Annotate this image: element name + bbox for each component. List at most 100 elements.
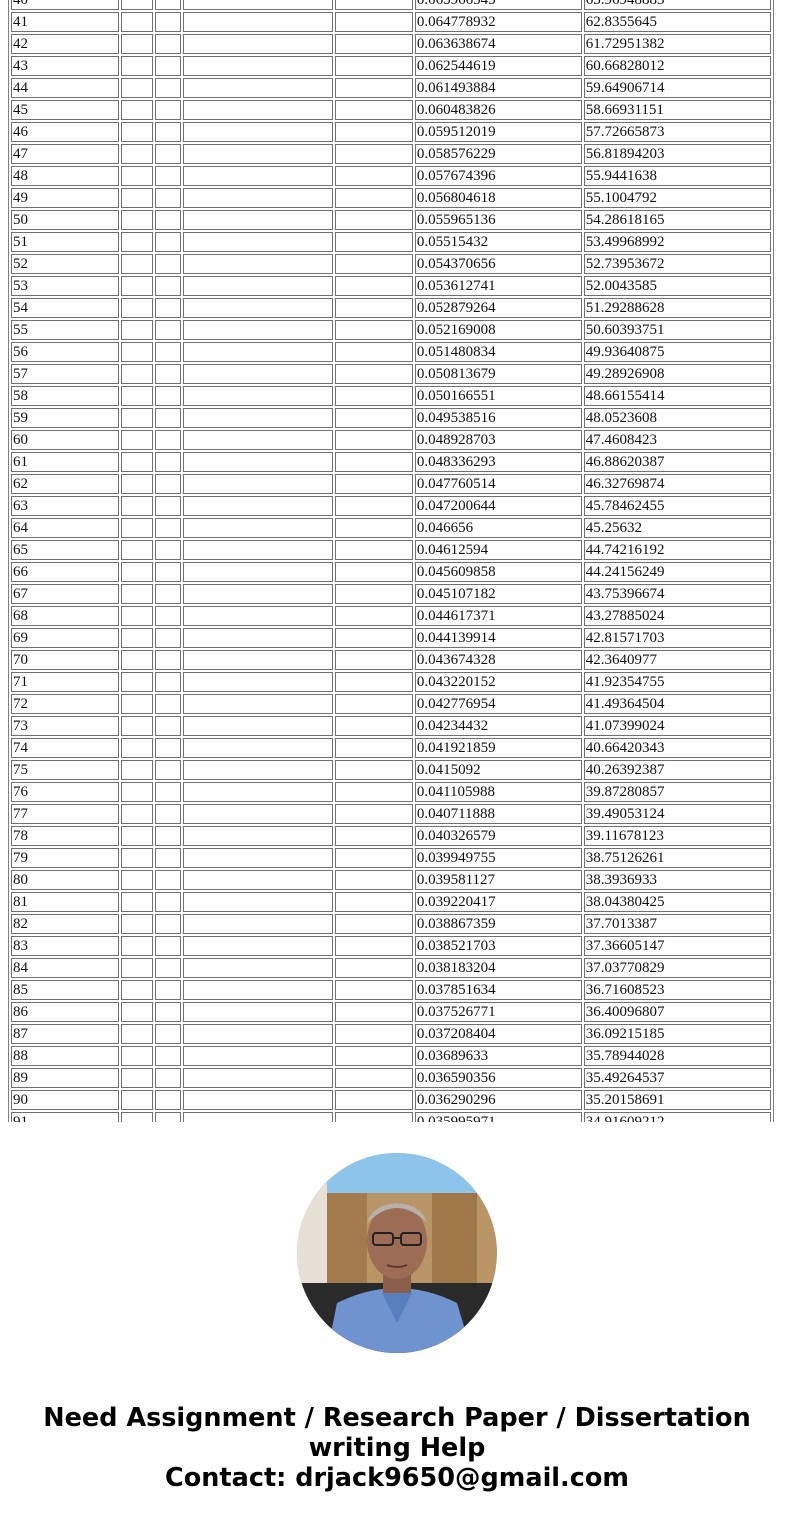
table-row: 68 0.044617371 43.27885024 — [11, 606, 771, 626]
empty-cell — [120, 606, 154, 626]
row-index-cell: 60 — [11, 430, 119, 450]
value-cell: 0.048336293 — [414, 452, 582, 472]
empty-cell — [335, 914, 413, 934]
empty-cell — [155, 562, 181, 582]
empty-cell — [335, 474, 413, 494]
percent-cell: 52.0043585 — [583, 276, 771, 296]
value-cell: 0.060483826 — [414, 100, 582, 120]
empty-cell — [335, 34, 413, 54]
percent-cell: 48.66155414 — [583, 386, 771, 406]
empty-cell — [120, 78, 154, 98]
empty-cell — [335, 716, 413, 736]
percent-cell: 62.8355645 — [583, 12, 771, 32]
percent-cell: 50.60393751 — [583, 320, 771, 340]
empty-cell — [182, 562, 334, 582]
value-cell: 0.036290296 — [414, 1090, 582, 1110]
empty-cell — [155, 430, 181, 450]
empty-cell — [182, 1090, 334, 1110]
row-index-cell: 80 — [11, 870, 119, 890]
empty-cell — [120, 232, 154, 252]
empty-cell — [155, 892, 181, 912]
empty-cell — [335, 584, 413, 604]
empty-cell — [182, 320, 334, 340]
empty-cell — [335, 1112, 413, 1122]
value-cell: 0.057674396 — [414, 166, 582, 186]
percent-cell: 52.73953672 — [583, 254, 771, 274]
row-index-cell: 64 — [11, 518, 119, 538]
row-index-cell: 66 — [11, 562, 119, 582]
empty-cell — [182, 760, 334, 780]
empty-cell — [335, 100, 413, 120]
empty-cell — [155, 826, 181, 846]
empty-cell — [182, 34, 334, 54]
table-row: 80 0.039581127 38.3936933 — [11, 870, 771, 890]
empty-cell — [182, 628, 334, 648]
percent-cell: 58.66931151 — [583, 100, 771, 120]
value-cell: 0.045609858 — [414, 562, 582, 582]
row-index-cell: 70 — [11, 650, 119, 670]
row-index-cell: 71 — [11, 672, 119, 692]
empty-cell — [335, 1068, 413, 1088]
value-cell: 0.03689633 — [414, 1046, 582, 1066]
empty-cell — [155, 0, 181, 10]
table-row: 52 0.054370656 52.73953672 — [11, 254, 771, 274]
row-index-cell: 55 — [11, 320, 119, 340]
empty-cell — [335, 606, 413, 626]
row-index-cell: 65 — [11, 540, 119, 560]
value-cell: 0.038867359 — [414, 914, 582, 934]
empty-cell — [182, 1002, 334, 1022]
value-cell: 0.041921859 — [414, 738, 582, 758]
empty-cell — [335, 870, 413, 890]
table-row: 84 0.038183204 37.03770829 — [11, 958, 771, 978]
empty-cell — [120, 936, 154, 956]
value-cell: 0.035995971 — [414, 1112, 582, 1122]
empty-cell — [335, 650, 413, 670]
percent-cell: 45.78462455 — [583, 496, 771, 516]
empty-cell — [155, 276, 181, 296]
banner-line-2: writing Help — [308, 1433, 486, 1463]
empty-cell — [120, 430, 154, 450]
empty-cell — [120, 122, 154, 142]
empty-cell — [120, 826, 154, 846]
empty-cell — [120, 408, 154, 428]
empty-cell — [182, 496, 334, 516]
empty-cell — [120, 738, 154, 758]
table-row: 51 0.05515432 53.49968992 — [11, 232, 771, 252]
percent-cell: 49.93640875 — [583, 342, 771, 362]
empty-cell — [182, 694, 334, 714]
empty-cell — [182, 0, 334, 10]
row-index-cell: 73 — [11, 716, 119, 736]
percent-cell: 63.96948883 — [583, 0, 771, 10]
empty-cell — [120, 0, 154, 10]
value-cell: 0.04234432 — [414, 716, 582, 736]
empty-cell — [335, 122, 413, 142]
empty-cell — [155, 628, 181, 648]
table-row: 69 0.044139914 42.81571703 — [11, 628, 771, 648]
percent-cell: 43.27885024 — [583, 606, 771, 626]
row-index-cell: 86 — [11, 1002, 119, 1022]
value-cell: 0.043674328 — [414, 650, 582, 670]
value-cell: 0.04612594 — [414, 540, 582, 560]
empty-cell — [182, 738, 334, 758]
row-index-cell: 74 — [11, 738, 119, 758]
percent-cell: 57.72665873 — [583, 122, 771, 142]
percent-cell: 55.1004792 — [583, 188, 771, 208]
table-row: 54 0.052879264 51.29288628 — [11, 298, 771, 318]
table-row: 40 0.065966545 63.96948883 — [11, 0, 771, 10]
empty-cell — [120, 540, 154, 560]
empty-cell — [182, 408, 334, 428]
data-table: 40 0.065966545 63.96948883 41 0.064778932 62.… — [8, 0, 774, 1122]
table-row: 78 0.040326579 39.11678123 — [11, 826, 771, 846]
empty-cell — [155, 782, 181, 802]
empty-cell — [182, 1046, 334, 1066]
table-row: 71 0.043220152 41.92354755 — [11, 672, 771, 692]
empty-cell — [182, 78, 334, 98]
row-index-cell: 85 — [11, 980, 119, 1000]
table-row: 91 0.035995971 34.91609212 — [11, 1112, 771, 1122]
empty-cell — [155, 936, 181, 956]
percent-cell: 40.66420343 — [583, 738, 771, 758]
row-index-cell: 81 — [11, 892, 119, 912]
row-index-cell: 61 — [11, 452, 119, 472]
percent-cell: 40.26392387 — [583, 760, 771, 780]
percent-cell: 42.81571703 — [583, 628, 771, 648]
